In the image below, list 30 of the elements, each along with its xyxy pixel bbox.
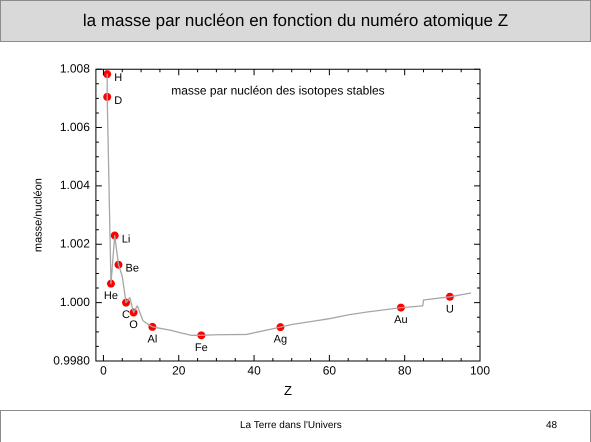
text: La Terre dans l'Univers xyxy=(240,420,342,431)
y-tick-label: 1.002 xyxy=(60,236,90,251)
y-tick-label: 1.000 xyxy=(60,294,90,309)
x-tick-label: 20 xyxy=(172,364,186,378)
y-tick-label: 0.9980 xyxy=(53,353,90,368)
x-axis-title: Z xyxy=(284,382,292,398)
annotation: C xyxy=(122,309,130,322)
y-tick-label: 1.008 xyxy=(60,62,90,76)
x-tick-label: 100 xyxy=(470,364,490,378)
annotation: H xyxy=(114,72,122,84)
x-tick-label: 60 xyxy=(322,364,336,378)
annotation: Li xyxy=(122,234,130,246)
x-tick-label: 40 xyxy=(247,364,262,378)
annotation: Ag xyxy=(274,334,288,346)
annotation: Al xyxy=(147,333,158,346)
annotation: U xyxy=(446,303,454,316)
annotation: Fe xyxy=(194,342,208,354)
x-tick-label: 0 xyxy=(100,364,108,378)
annotation: masse par nucléon des isotopes stables xyxy=(171,84,385,98)
chart-title: la masse par nucléon en fonction du numéro atomique Z xyxy=(0,0,591,42)
y-tick-label: 1.004 xyxy=(60,178,90,192)
annotation: O xyxy=(129,319,138,332)
y-tick-label: 1.006 xyxy=(60,120,90,134)
x-tick-label: 80 xyxy=(398,364,412,378)
text: 48 xyxy=(546,420,558,431)
annotation: He xyxy=(104,290,118,302)
y-axis-title: masse/nucléon xyxy=(32,178,45,252)
annotation: Au xyxy=(394,314,408,326)
annotation: Be xyxy=(125,262,139,275)
annotation: D xyxy=(114,94,122,107)
